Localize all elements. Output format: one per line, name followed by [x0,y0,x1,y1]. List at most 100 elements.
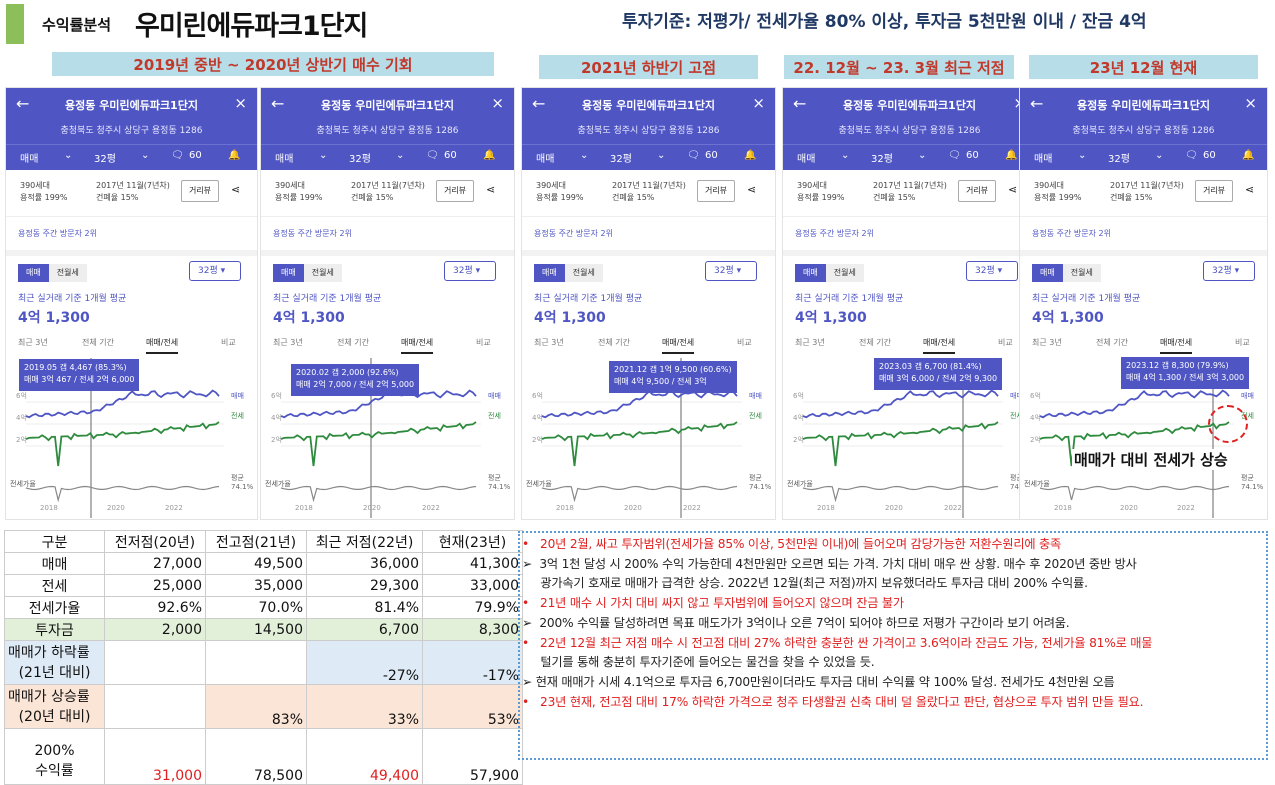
toggle-sale[interactable]: 매매 [534,264,565,282]
table-cell: 36,000 [306,552,423,575]
tab-3years[interactable]: 최근 3년 [795,338,825,347]
size-select[interactable]: 32평 [610,154,632,165]
visitor-rank[interactable]: 용정동 주간 방문자 2위 [1032,229,1111,238]
size-dropdown[interactable]: 32평 ▾ [189,261,241,281]
households-info: 390세대 용적률 199% [275,180,323,204]
street-view-button[interactable]: 거리뷰 [958,180,996,202]
bell-icon[interactable]: 🔔 [228,150,241,161]
toggle-rent[interactable]: 전월세 [48,264,87,282]
share-icon[interactable]: ⋖ [747,183,757,196]
toggle-sale[interactable]: 매매 [795,264,826,282]
avg-price: 4억 1,300 [273,310,345,326]
close-icon[interactable]: × [752,94,765,112]
size-dropdown[interactable]: 32평 ▾ [705,261,757,281]
tab-all[interactable]: 전체 기간 [1096,338,1128,347]
back-arrow-icon[interactable]: ← [16,94,30,113]
bell-icon[interactable]: 🔔 [1242,150,1255,161]
size-select[interactable]: 32평 [349,154,371,165]
dropdown-value: 32평 [714,266,734,276]
size-select[interactable]: 32평 [94,154,116,165]
size-dropdown[interactable]: 32평 ▾ [966,261,1018,281]
share-icon[interactable]: ⋖ [1245,183,1255,196]
tab-all[interactable]: 전체 기간 [82,338,114,347]
trade-type-select[interactable]: 매매 [20,154,39,165]
tab-all[interactable]: 전체 기간 [598,338,630,347]
table-cell: 70.0% [205,596,307,619]
tab-compare[interactable]: 비교 [998,338,1013,347]
bell-icon[interactable]: 🔔 [744,150,757,161]
toggle-sale[interactable]: 매매 [1032,264,1063,282]
table-header-cell: 구분 [4,530,105,553]
chevron-down-icon: ⌄ [657,150,666,161]
back-arrow-icon[interactable]: ← [271,94,285,113]
tab-3years[interactable]: 최근 3년 [1032,338,1062,347]
table-cell: 25,000 [104,574,206,597]
chart-tooltip: 2020.02 갭 2,000 (92.6%) 매매 2억 7,000 / 전세 … [291,364,420,396]
share-icon[interactable]: ⋖ [231,183,241,196]
size-dropdown[interactable]: 32평 ▾ [444,261,496,281]
toggle-rent[interactable]: 전월세 [825,264,864,282]
bullet: ➢ [522,556,533,571]
coverage-ratio: 건폐율 15% [96,193,139,202]
y-tick: 4억 [793,414,804,422]
coverage-ratio: 건폐율 15% [1110,193,1153,202]
chat-icon[interactable]: 🗨 [426,150,439,161]
tooltip-line-2: 매매 3억 467 / 전세 2억 6,000 [24,375,135,384]
share-icon[interactable]: ⋖ [486,183,496,196]
toggle-sale[interactable]: 매매 [273,264,304,282]
tab-compare[interactable]: 비교 [221,338,236,347]
trade-type-select[interactable]: 매매 [1034,154,1053,165]
tab-sale-jeonse[interactable]: 매매/전세 [146,337,179,354]
back-arrow-icon[interactable]: ← [793,94,807,113]
analysis-notes: • 20년 2월, 싸고 투자범위(전세가율 85% 이상, 5천만원 이내)에… [518,531,1268,760]
bell-icon[interactable]: 🔔 [483,150,496,161]
tab-sale-jeonse[interactable]: 매매/전세 [1160,337,1193,354]
toggle-rent[interactable]: 전월세 [303,264,342,282]
street-view-button[interactable]: 거리뷰 [697,180,735,202]
tab-3years[interactable]: 최근 3년 [273,338,303,347]
chat-icon[interactable]: 🗨 [1185,150,1198,161]
tab-compare[interactable]: 비교 [476,338,491,347]
chat-icon[interactable]: 🗨 [171,150,184,161]
share-icon[interactable]: ⋖ [1008,183,1018,196]
close-icon[interactable]: × [491,94,504,112]
visitor-rank[interactable]: 용정동 주간 방문자 2위 [18,229,97,238]
street-view-button[interactable]: 거리뷰 [436,180,474,202]
tab-sale-jeonse[interactable]: 매매/전세 [923,337,956,354]
table-row-rise: 매매가 상승률 (20년 대비) 83% 33% 53% [4,684,523,729]
size-dropdown[interactable]: 32평 ▾ [1203,261,1255,281]
chat-icon[interactable]: 🗨 [948,150,961,161]
trade-type-select[interactable]: 매매 [275,154,294,165]
visitor-rank[interactable]: 용정동 주간 방문자 2위 [795,229,874,238]
chevron-down-icon: ⌄ [1155,150,1164,161]
street-view-button[interactable]: 거리뷰 [1195,180,1233,202]
back-arrow-icon[interactable]: ← [532,94,546,113]
table-cell: 49,500 [205,552,307,575]
tab-all[interactable]: 전체 기간 [337,338,369,347]
bell-icon[interactable]: 🔔 [1005,150,1018,161]
street-view-button[interactable]: 거리뷰 [181,180,219,202]
toggle-sale[interactable]: 매매 [18,264,49,282]
visitor-rank[interactable]: 용정동 주간 방문자 2위 [273,229,352,238]
chat-icon[interactable]: 🗨 [687,150,700,161]
size-select[interactable]: 32평 [871,154,893,165]
visitor-rank[interactable]: 용정동 주간 방문자 2위 [534,229,613,238]
tab-3years[interactable]: 최근 3년 [18,338,48,347]
trade-type-select[interactable]: 매매 [797,154,816,165]
trade-type-select[interactable]: 매매 [536,154,555,165]
tab-compare[interactable]: 비교 [737,338,752,347]
tab-3years[interactable]: 최근 3년 [534,338,564,347]
tab-compare[interactable]: 비교 [1235,338,1250,347]
tab-all[interactable]: 전체 기간 [859,338,891,347]
close-icon[interactable]: × [1244,94,1257,112]
tab-sale-jeonse[interactable]: 매매/전세 [401,337,434,354]
toggle-rent[interactable]: 전월세 [1062,264,1101,282]
size-select[interactable]: 32평 [1108,154,1130,165]
chevron-down-icon: ⌄ [841,150,850,161]
avg-label-2: 평균 [1010,473,1023,482]
tab-sale-jeonse[interactable]: 매매/전세 [662,337,695,354]
toggle-rent[interactable]: 전월세 [564,264,603,282]
back-arrow-icon[interactable]: ← [1030,94,1044,113]
y-tick: 6억 [271,392,282,400]
close-icon[interactable]: × [234,94,247,112]
